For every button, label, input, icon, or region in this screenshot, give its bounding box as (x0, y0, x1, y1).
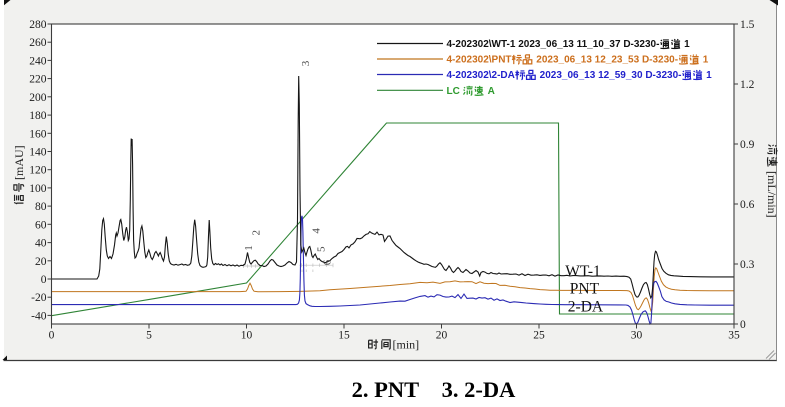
svg-text:30: 30 (631, 330, 643, 342)
svg-text:260: 260 (29, 37, 47, 49)
svg-text:200: 200 (29, 92, 47, 104)
svg-text:1.5: 1.5 (740, 19, 755, 31)
svg-text:80: 80 (35, 201, 47, 213)
svg-text:4-202302\2-DA: 4-202302\2-DA (447, 70, 515, 81)
svg-text:6: 6 (322, 259, 334, 265)
svg-text:40: 40 (35, 238, 47, 250)
svg-text:15: 15 (338, 330, 350, 342)
svg-text:PNT: PNT (570, 281, 600, 298)
svg-text:WT-1: WT-1 (565, 263, 601, 280)
svg-text:[mL/min]: [mL/min] (765, 171, 779, 218)
svg-text:4-202302\PNT: 4-202302\PNT (447, 55, 512, 66)
svg-text:25: 25 (533, 330, 545, 342)
svg-text:10: 10 (241, 330, 253, 342)
svg-text:LC: LC (447, 86, 460, 97)
svg-text:240: 240 (29, 55, 47, 67)
svg-text:4: 4 (311, 228, 323, 234)
svg-text:0.3: 0.3 (740, 259, 755, 271)
svg-text:2. PNT 3. 2-DA: 2. PNT 3. 2-DA (352, 377, 516, 402)
svg-text:0: 0 (740, 319, 746, 331)
svg-text:60: 60 (35, 219, 47, 231)
svg-text:5: 5 (146, 330, 152, 342)
svg-text:A: A (485, 86, 495, 97)
svg-text:0.6: 0.6 (740, 199, 755, 211)
svg-text:280: 280 (29, 19, 47, 31)
svg-text:[mAU]: [mAU] (12, 145, 26, 180)
svg-text:[min]: [min] (393, 338, 420, 352)
svg-text:180: 180 (29, 110, 47, 122)
svg-text:220: 220 (29, 74, 47, 86)
svg-text:2-DA: 2-DA (568, 299, 604, 316)
svg-text:-20: -20 (31, 292, 47, 304)
svg-text:35: 35 (728, 330, 740, 342)
svg-text:4-202302\WT-1 2023_06_13 11_10: 4-202302\WT-1 2023_06_13 11_10_37 D-3230… (447, 39, 660, 50)
svg-text:0: 0 (41, 274, 47, 286)
svg-text:1.2: 1.2 (740, 79, 755, 91)
svg-text:1: 1 (700, 55, 709, 66)
svg-text:20: 20 (436, 330, 448, 342)
svg-text:2023_06_13 12_23_53 D-3230-: 2023_06_13 12_23_53 D-3230- (534, 55, 679, 66)
svg-text:140: 140 (29, 147, 47, 159)
svg-text:2023_06_13 12_59_30 D-3230-: 2023_06_13 12_59_30 D-3230- (537, 70, 682, 81)
svg-text:1: 1 (703, 70, 712, 81)
svg-text:5: 5 (316, 246, 328, 252)
svg-text:0.9: 0.9 (740, 139, 755, 151)
svg-text:1: 1 (681, 39, 690, 50)
svg-text:0: 0 (49, 330, 55, 342)
svg-text:2: 2 (251, 230, 263, 236)
svg-text:160: 160 (29, 128, 47, 140)
svg-text:-40: -40 (31, 310, 47, 322)
svg-text:100: 100 (29, 183, 47, 195)
svg-text:120: 120 (29, 165, 47, 177)
svg-text:3: 3 (300, 60, 312, 66)
svg-text:1: 1 (243, 245, 255, 251)
svg-text:20: 20 (35, 256, 47, 268)
